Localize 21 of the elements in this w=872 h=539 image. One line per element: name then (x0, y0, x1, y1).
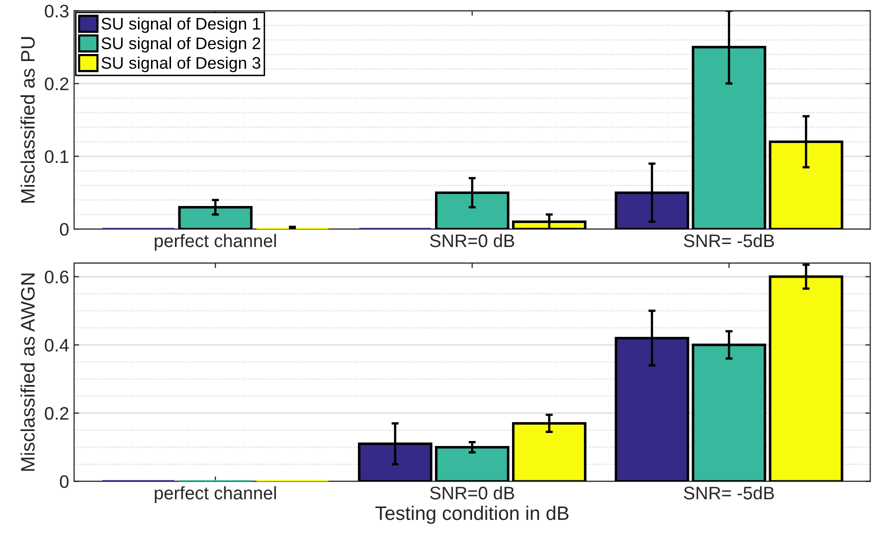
x-tick-label: SNR=0 dB (430, 486, 514, 500)
x-tick-label: SNR=0 dB (430, 234, 514, 248)
y-tick-label: 0.2 (44, 407, 68, 420)
x-tick-label: SNR= -5dB (684, 486, 774, 500)
y-tick-label: 0.1 (44, 150, 68, 164)
bar (434, 446, 510, 482)
y-tick-label: 0 (60, 475, 69, 488)
y-tick-label: 0.3 (44, 4, 68, 18)
legend-label: SU signal of Design 1 (102, 17, 260, 33)
y-axis-title: Misclassified as PU (20, 37, 35, 203)
x-tick-label: SNR= -5dB (684, 234, 774, 248)
y-tick-label: 0.4 (44, 338, 69, 352)
x-axis-title: Testing condition in dB (375, 506, 568, 524)
y-axis-title: Misclassified as AWGN (20, 274, 35, 471)
y-tick-label: 0.2 (44, 77, 68, 90)
x-tick-label: perfect channel (154, 486, 276, 504)
legend-label: SU signal of Design 2 (102, 36, 260, 53)
x-tick-label: perfect channel (154, 234, 276, 251)
y-tick-label: 0.6 (44, 270, 68, 284)
y-tick-label: 0 (60, 223, 69, 236)
legend-label: SU signal of Design 3 (102, 56, 260, 72)
